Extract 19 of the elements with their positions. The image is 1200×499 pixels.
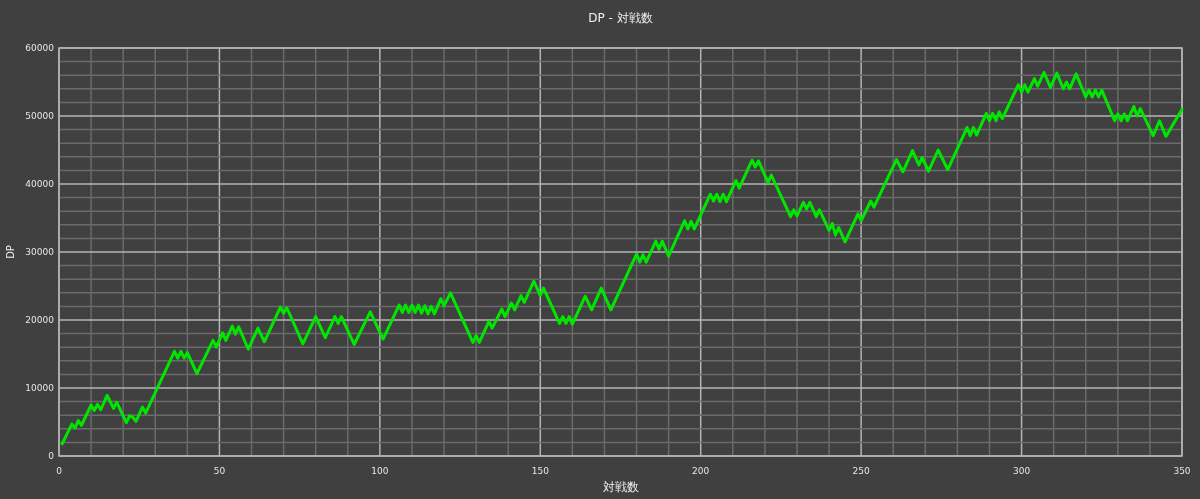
y-tick-label: 60000 (25, 42, 55, 53)
y-tick-label: 30000 (25, 246, 55, 257)
y-tick-label: 10000 (25, 382, 55, 393)
y-axis-title: DP (5, 245, 16, 259)
y-tick-label: 50000 (25, 110, 55, 121)
x-tick-label: 350 (1173, 466, 1191, 477)
x-axis-title: 対戦数 (602, 480, 639, 494)
x-tick-label: 100 (371, 466, 389, 477)
x-tick-label: 0 (56, 466, 63, 477)
x-tick-label: 150 (531, 466, 550, 477)
x-tick-label: 300 (1012, 466, 1031, 477)
line-series (60, 70, 1184, 446)
y-tick-label: 0 (48, 450, 55, 461)
x-tick-label: 50 (213, 466, 226, 477)
x-tick-label: 200 (692, 466, 710, 477)
x-tick-label: 250 (852, 466, 870, 477)
y-tick-label: 20000 (25, 314, 55, 325)
chart-title: DP - 対戦数 (588, 11, 653, 25)
y-tick-label: 40000 (25, 178, 55, 189)
